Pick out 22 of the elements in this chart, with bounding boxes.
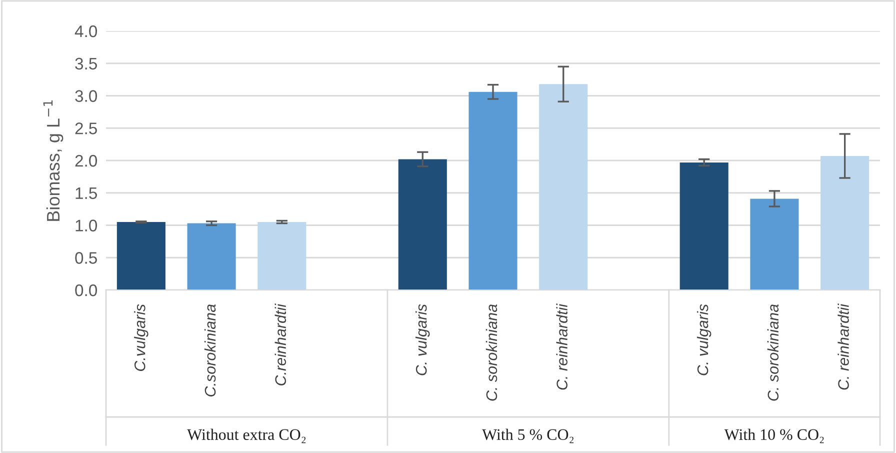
x-tick-label: C.sorokiniana xyxy=(204,304,216,396)
y-tick-label: 1.5 xyxy=(76,187,97,200)
x-tick-label: C.vulgaris xyxy=(134,304,148,371)
text: Without extra CO₂ xyxy=(187,428,306,444)
y-tick-label: 3.0 xyxy=(75,90,98,102)
x-tick-label: C.reinhardtii xyxy=(274,304,286,386)
y-tick-label: 2.5 xyxy=(75,122,97,134)
x-tick-label: C. vulgaris xyxy=(416,304,430,376)
x-tick-label: C. sorokiniana xyxy=(486,304,498,401)
y-axis-title: Biomass, g L$^{−1}$ xyxy=(43,100,64,221)
y-tick-label: 1.0 xyxy=(76,220,98,232)
text: With 10 % CO₂ xyxy=(724,428,824,444)
y-tick-label: 4.0 xyxy=(74,25,98,38)
x-tick-label: C. reinhardtii xyxy=(838,304,849,390)
y-tick-label: 2.0 xyxy=(75,154,98,167)
y-tick-label: 0.0 xyxy=(75,284,98,296)
x-tick-label: C. vulgaris xyxy=(696,304,712,376)
x-tick-label: C. reinhardtii xyxy=(556,304,568,390)
y-tick-label: 0.5 xyxy=(75,252,97,264)
x-tick-label: C. sorokiniana xyxy=(767,304,779,401)
text: With 5 % CO₂ xyxy=(482,428,574,444)
y-tick-label: 3.5 xyxy=(75,58,97,70)
